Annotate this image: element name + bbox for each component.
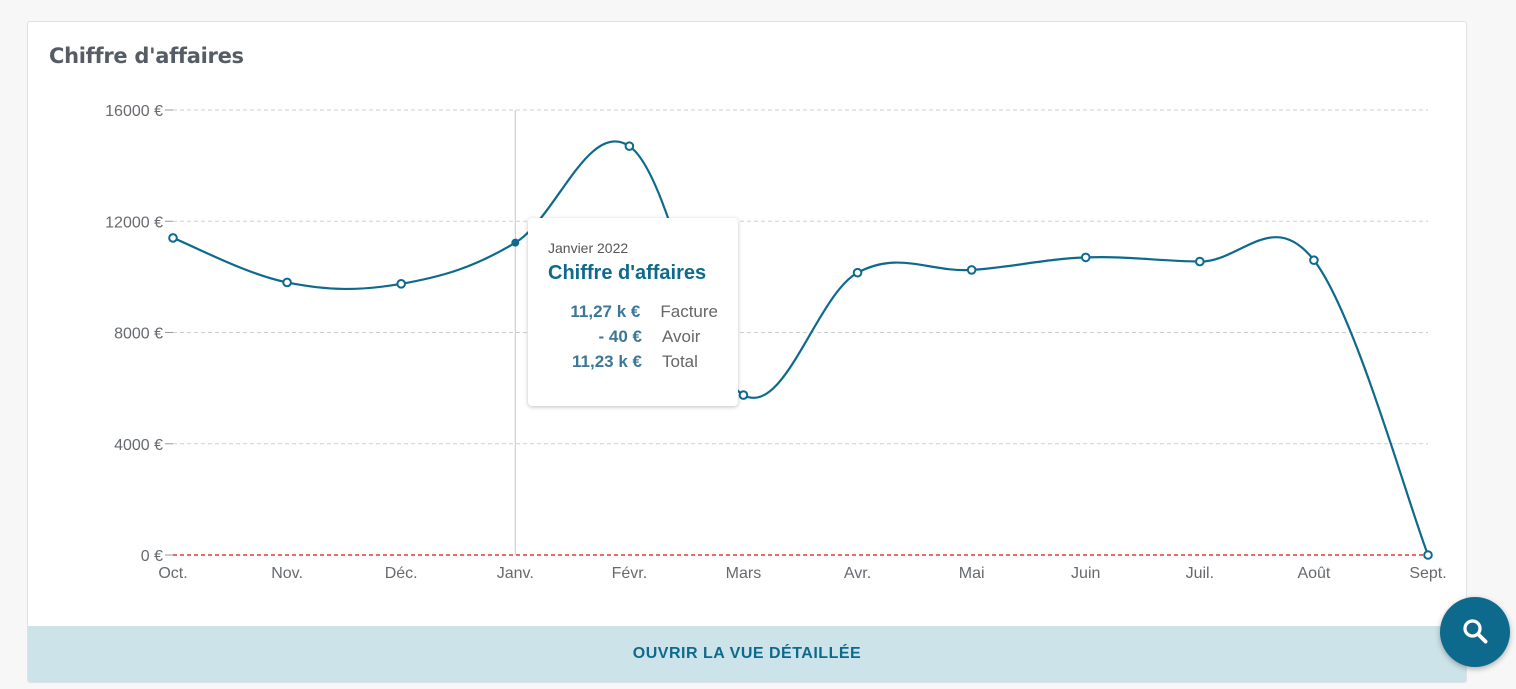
x-tick-label: Oct.	[158, 565, 187, 582]
data-point	[966, 265, 977, 275]
x-tick-label: Nov.	[271, 565, 303, 582]
y-tick-label: 0 €	[141, 548, 163, 565]
x-tick-label: Juil.	[1186, 565, 1214, 582]
x-tick-label: Févr.	[612, 565, 648, 582]
y-tick-label: 16000 €	[105, 103, 163, 120]
tooltip-title: Chiffre d'affaires	[548, 262, 707, 284]
x-tick-label: Mai	[959, 565, 985, 582]
tooltip-value: 11,27 k €	[570, 301, 641, 321]
tooltip-label: Total	[662, 351, 698, 371]
tooltip-value: - 40 €	[598, 326, 642, 346]
x-tick-label: Août	[1297, 565, 1330, 582]
data-point	[396, 279, 406, 289]
data-point-active	[511, 238, 520, 247]
search-fab-button[interactable]	[1440, 597, 1510, 667]
series-line	[172, 140, 1430, 556]
open-detailed-view-button[interactable]: OUVRIR LA VUE DÉTAILLÉE	[28, 626, 1466, 682]
tooltip-date: Janvier 2022	[548, 240, 629, 256]
data-point	[282, 277, 292, 288]
tooltip-label: Avoir	[662, 326, 701, 346]
data-point	[738, 390, 749, 400]
data-point	[1080, 252, 1091, 263]
y-tick-label: 8000 €	[114, 326, 163, 343]
x-tick-label: Mars	[726, 565, 762, 582]
tooltip-label: Facture	[660, 301, 718, 321]
data-point	[1195, 256, 1205, 267]
data-point	[1309, 255, 1319, 265]
chart-tooltip: Janvier 2022 Chiffre d'affaires 11,27 k …	[528, 218, 738, 406]
y-tick-label: 12000 €	[105, 214, 163, 231]
tooltip-row-facture: 11,27 k € Facture	[548, 299, 718, 324]
x-tick-label: Sept.	[1409, 565, 1446, 582]
x-tick-label: Avr.	[844, 565, 871, 582]
y-tick-label: 4000 €	[114, 437, 163, 454]
x-tick-label: Déc.	[385, 565, 418, 582]
x-tick-label: Janv.	[497, 565, 534, 582]
tooltip-row-avoir: - 40 € Avoir	[548, 324, 718, 349]
data-point	[1423, 550, 1433, 560]
revenue-line-chart: 0 € 4000 € 8000 € 12000 € 16000 € Oct. Nov. Déc…	[105, 103, 1447, 582]
search-icon	[1460, 616, 1490, 649]
data-point	[624, 141, 635, 151]
tooltip-value: 11,23 k €	[572, 351, 642, 371]
card-title: Chiffre d'affaires	[49, 44, 244, 68]
revenue-card: Chiffre d'affaires 0 € 4000 € 8000 € 12000 …	[27, 21, 1467, 683]
data-point	[168, 233, 178, 243]
x-tick-label: Juin	[1071, 565, 1100, 582]
tooltip-row-total: 11,23 k € Total	[548, 349, 718, 374]
data-point	[852, 267, 863, 278]
